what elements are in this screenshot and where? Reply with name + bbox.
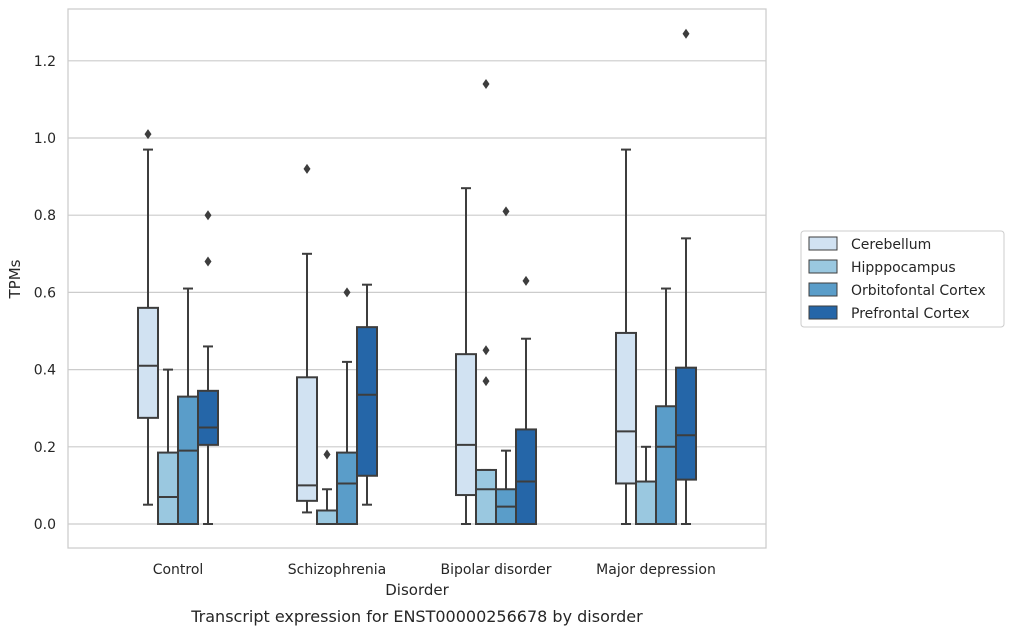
outlier-point [303,163,311,174]
outlier-point [343,287,351,298]
box-1-3 [356,283,378,506]
outlier-point [482,345,490,356]
box-2-3 [515,275,537,525]
legend-swatch [808,259,838,274]
y-tick-label: 1.0 [34,131,56,147]
y-axis-ticks: 0.0 0.2 0.4 0.6 0.8 1.0 1.2 [34,54,56,533]
box-3-2 [655,287,677,525]
outlier-point [482,376,490,387]
legend-label: Hipppocampus [851,260,956,276]
box-plot-marks [137,28,697,526]
box-body [635,480,657,526]
box-body [177,395,199,525]
box-body [655,405,677,525]
box-body [336,451,358,525]
box-body [316,509,338,525]
outlier-point [482,78,490,89]
box-1-0 [296,163,318,514]
box-body [356,326,378,477]
box-body [455,353,477,497]
outlier-point [323,449,331,460]
x-tick-label: Schizophrenia [288,562,386,578]
box-body [615,331,637,485]
x-tick-label: Major depression [596,562,716,578]
box-3-1 [635,445,657,526]
y-tick-label: 0.2 [34,440,56,456]
box-body [515,428,537,525]
box-body [675,366,697,481]
outlier-point [204,210,212,221]
y-tick-label: 0.8 [34,208,56,224]
y-tick-label: 1.2 [34,54,56,70]
box-body [197,389,219,446]
outlier-point [502,206,510,217]
legend-swatch [808,236,838,251]
box-0-2 [177,287,199,525]
legend: Cerebellum Hipppocampus Orbitofontal Corte… [800,230,1005,328]
box-3-0 [615,148,637,525]
box-0-3 [197,210,219,525]
box-1-2 [336,287,358,525]
y-tick-label: 0.4 [34,363,56,379]
box-body [475,468,497,525]
plot-frame [67,8,767,549]
box-2-1 [475,78,497,525]
y-axis-title: TPMs [6,259,24,299]
legend-items: Cerebellum Hipppocampus Orbitofontal Corte… [808,236,986,322]
box-body [296,376,318,502]
outlier-point [204,256,212,267]
outlier-point [144,129,152,140]
legend-label: Orbitofontal Cortex [851,283,986,299]
legend-label: Cerebellum [851,237,931,253]
box-3-3 [675,28,697,525]
box-body [157,451,179,525]
x-tick-label: Control [153,562,204,578]
box-1-1 [316,449,338,525]
x-tick-label: Bipolar disorder [440,562,551,578]
legend-swatch [808,282,838,297]
legend-swatch [808,305,838,320]
box-0-1 [157,368,179,525]
box-2-2 [495,206,517,526]
legend-frame [800,230,1005,328]
x-axis-title: Disorder [385,581,449,599]
y-tick-label: 0.6 [34,285,56,301]
x-axis-ticks: Control Schizophrenia Bipolar disorder Majo… [153,562,716,578]
outlier-point [522,275,530,286]
box-2-0 [455,187,477,525]
y-tick-label: 0.0 [34,517,56,533]
box-body [137,306,159,419]
outlier-point [682,28,690,39]
box-0-0 [137,129,159,506]
legend-label: Prefrontal Cortex [851,306,970,322]
chart-caption: Transcript expression for ENST0000025667… [190,607,643,626]
